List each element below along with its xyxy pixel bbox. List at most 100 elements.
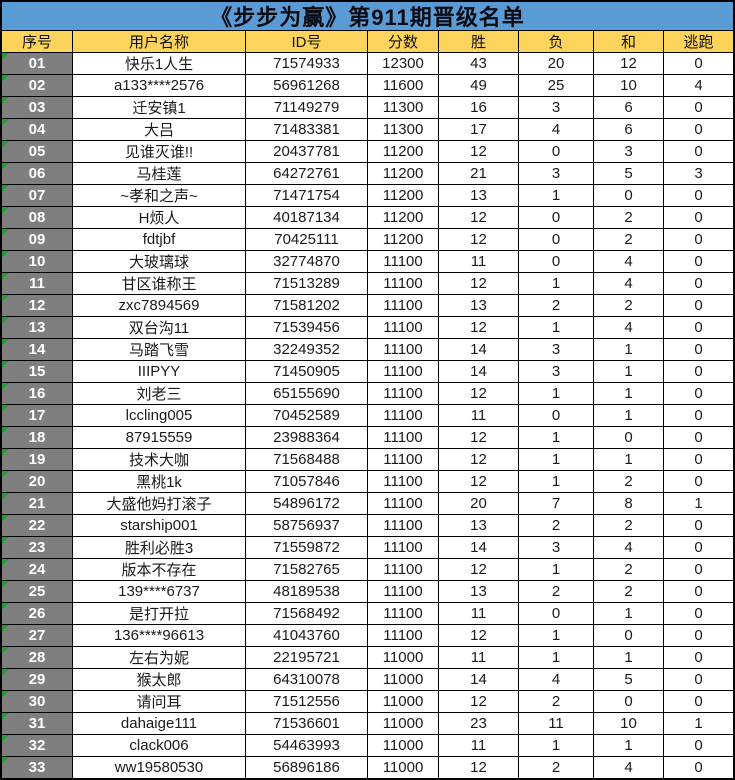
escapes-cell[interactable]: 0 [664,515,733,536]
draws-cell[interactable]: 1 [594,405,663,426]
username-cell[interactable]: 马桂莲 [73,163,245,184]
escapes-cell[interactable]: 0 [664,603,733,624]
score-cell[interactable]: 11000 [368,735,438,756]
losses-cell[interactable]: 1 [519,427,593,448]
id-cell[interactable]: 71513289 [246,273,367,294]
username-cell[interactable]: 胜利必胜3 [73,537,245,558]
wins-cell[interactable]: 13 [439,185,518,206]
id-cell[interactable]: 58756937 [246,515,367,536]
id-cell[interactable]: 48189538 [246,581,367,602]
losses-cell[interactable]: 20 [519,53,593,74]
losses-cell[interactable]: 1 [519,273,593,294]
serial-cell[interactable]: 22 [2,515,72,536]
escapes-cell[interactable]: 1 [664,493,733,514]
score-cell[interactable]: 11100 [368,361,438,382]
header-serial[interactable]: 序号 [2,31,72,52]
losses-cell[interactable]: 1 [519,735,593,756]
escapes-cell[interactable]: 0 [664,559,733,580]
id-cell[interactable]: 32774870 [246,251,367,272]
username-cell[interactable]: ww19580530 [73,757,245,778]
score-cell[interactable]: 11100 [368,251,438,272]
wins-cell[interactable]: 11 [439,647,518,668]
serial-cell[interactable]: 10 [2,251,72,272]
id-cell[interactable]: 56896186 [246,757,367,778]
serial-cell[interactable]: 06 [2,163,72,184]
score-cell[interactable]: 11100 [368,273,438,294]
username-cell[interactable]: 快乐1人生 [73,53,245,74]
draws-cell[interactable]: 2 [594,515,663,536]
header-score[interactable]: 分数 [368,31,438,52]
wins-cell[interactable]: 12 [439,317,518,338]
draws-cell[interactable]: 0 [594,625,663,646]
escapes-cell[interactable]: 0 [664,207,733,228]
draws-cell[interactable]: 4 [594,273,663,294]
id-cell[interactable]: 56961268 [246,75,367,96]
score-cell[interactable]: 11000 [368,757,438,778]
username-cell[interactable]: 大盛他妈打滚子 [73,493,245,514]
draws-cell[interactable]: 0 [594,691,663,712]
losses-cell[interactable]: 1 [519,559,593,580]
wins-cell[interactable]: 12 [439,383,518,404]
wins-cell[interactable]: 21 [439,163,518,184]
losses-cell[interactable]: 0 [519,603,593,624]
draws-cell[interactable]: 1 [594,449,663,470]
serial-cell[interactable]: 04 [2,119,72,140]
wins-cell[interactable]: 20 [439,493,518,514]
losses-cell[interactable]: 3 [519,339,593,360]
score-cell[interactable]: 11100 [368,383,438,404]
serial-cell[interactable]: 30 [2,691,72,712]
score-cell[interactable]: 11200 [368,229,438,250]
losses-cell[interactable]: 1 [519,383,593,404]
escapes-cell[interactable]: 0 [664,471,733,492]
serial-cell[interactable]: 25 [2,581,72,602]
wins-cell[interactable]: 49 [439,75,518,96]
escapes-cell[interactable]: 0 [664,427,733,448]
draws-cell[interactable]: 8 [594,493,663,514]
draws-cell[interactable]: 6 [594,97,663,118]
id-cell[interactable]: 71450905 [246,361,367,382]
id-cell[interactable]: 71149279 [246,97,367,118]
serial-cell[interactable]: 08 [2,207,72,228]
id-cell[interactable]: 70425111 [246,229,367,250]
id-cell[interactable]: 71057846 [246,471,367,492]
score-cell[interactable]: 11000 [368,691,438,712]
wins-cell[interactable]: 17 [439,119,518,140]
serial-cell[interactable]: 19 [2,449,72,470]
wins-cell[interactable]: 14 [439,361,518,382]
header-id[interactable]: ID号 [246,31,367,52]
username-cell[interactable]: 大吕 [73,119,245,140]
serial-cell[interactable]: 18 [2,427,72,448]
username-cell[interactable]: 甘区谁称王 [73,273,245,294]
username-cell[interactable]: 黑桃1k [73,471,245,492]
escapes-cell[interactable]: 1 [664,713,733,734]
wins-cell[interactable]: 14 [439,339,518,360]
id-cell[interactable]: 65155690 [246,383,367,404]
losses-cell[interactable]: 1 [519,449,593,470]
serial-cell[interactable]: 28 [2,647,72,668]
wins-cell[interactable]: 12 [439,757,518,778]
losses-cell[interactable]: 3 [519,97,593,118]
serial-cell[interactable]: 31 [2,713,72,734]
header-username[interactable]: 用户名称 [73,31,245,52]
draws-cell[interactable]: 4 [594,317,663,338]
escapes-cell[interactable]: 0 [664,383,733,404]
header-escapes[interactable]: 逃跑 [664,31,733,52]
serial-cell[interactable]: 17 [2,405,72,426]
score-cell[interactable]: 11000 [368,713,438,734]
wins-cell[interactable]: 12 [439,691,518,712]
escapes-cell[interactable]: 0 [664,669,733,690]
escapes-cell[interactable]: 0 [664,317,733,338]
header-draws[interactable]: 和 [594,31,663,52]
serial-cell[interactable]: 16 [2,383,72,404]
serial-cell[interactable]: 09 [2,229,72,250]
losses-cell[interactable]: 0 [519,207,593,228]
id-cell[interactable]: 71581202 [246,295,367,316]
username-cell[interactable]: lccling005 [73,405,245,426]
escapes-cell[interactable]: 0 [664,735,733,756]
losses-cell[interactable]: 1 [519,317,593,338]
wins-cell[interactable]: 12 [439,559,518,580]
serial-cell[interactable]: 21 [2,493,72,514]
score-cell[interactable]: 11100 [368,427,438,448]
username-cell[interactable]: 大玻璃球 [73,251,245,272]
serial-cell[interactable]: 26 [2,603,72,624]
